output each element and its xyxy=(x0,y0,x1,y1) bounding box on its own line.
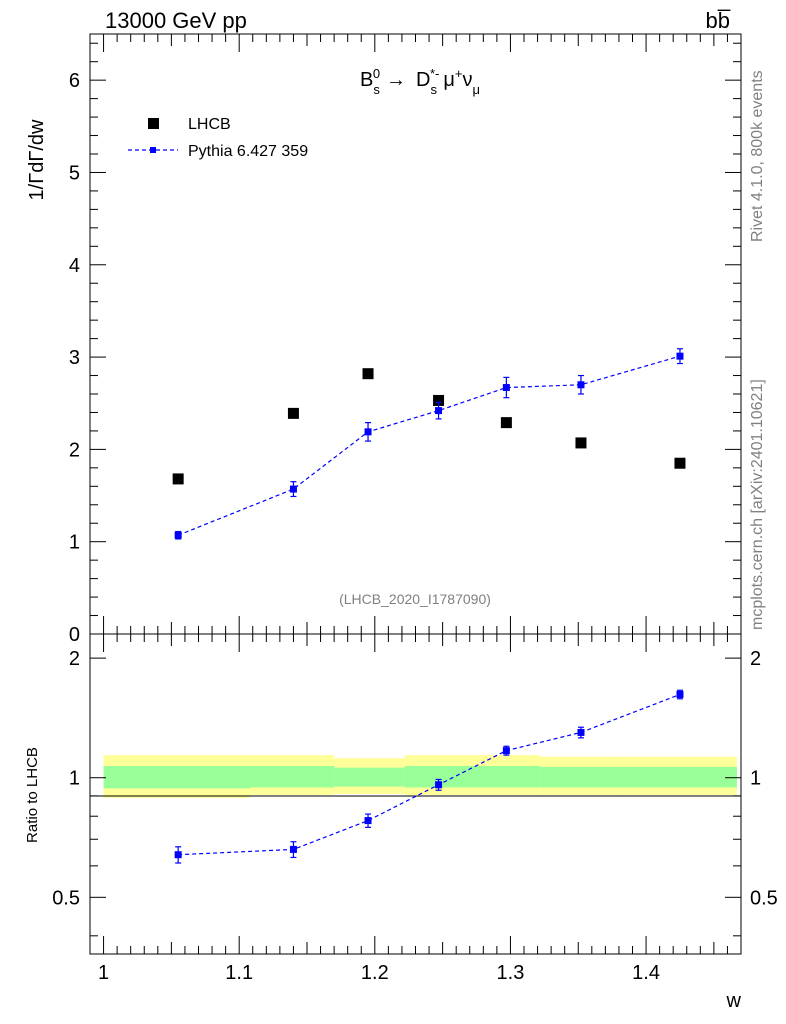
pythia-point xyxy=(577,381,585,389)
title-arrow: → xyxy=(386,69,406,91)
title-nu: ν xyxy=(463,69,473,91)
main-y-axis-label: 1/ΓdΓ/dw xyxy=(26,119,48,201)
lhcb-point xyxy=(575,437,587,449)
main-y-tick-label: 4 xyxy=(69,255,80,277)
pythia-point xyxy=(364,428,372,436)
lhcb-point xyxy=(287,407,299,419)
title-d-sup: *- xyxy=(430,66,439,81)
main-y-tick-label: 0 xyxy=(69,624,80,646)
pythia-line xyxy=(177,355,681,536)
ratio-y-axis: 0.5 0.5 1 1 2 2 xyxy=(52,648,778,937)
ratio-pythia-point xyxy=(174,851,182,859)
ratio-inner-band xyxy=(103,766,251,789)
ratio-pythia-point xyxy=(577,728,585,736)
ratio-y-tick-label-right: 0.5 xyxy=(750,887,778,909)
title-mu: μ xyxy=(443,69,455,91)
ratio-pythia-point xyxy=(502,747,510,755)
main-y-tick-label: 1 xyxy=(69,532,80,554)
ratio-pythia-point xyxy=(676,690,684,698)
lhcb-point xyxy=(172,473,184,485)
main-panel: 0 1 2 3 4 5 6 1/ΓdΓ/dw (LHCB_2020_I1787090) Bs… xyxy=(26,33,742,646)
pythia-point xyxy=(289,485,297,493)
main-y-tick-label: 2 xyxy=(69,439,80,461)
ratio-x-axis: 1 1.1 1.2 1.3 1.4 xyxy=(98,634,742,984)
main-y-tick-label: 6 xyxy=(69,70,80,92)
analysis-watermark: (LHCB_2020_I1787090) xyxy=(339,591,491,607)
ratio-y-tick-label-right: 2 xyxy=(750,648,761,670)
ratio-pythia-point xyxy=(435,781,443,789)
ratio-plot-area xyxy=(174,689,684,864)
legend: LHCB Pythia 6.427 359 xyxy=(128,116,308,160)
ratio-y-tick-label: 0.5 xyxy=(52,887,80,909)
lhcb-point xyxy=(362,368,374,380)
ratio-pythia-point xyxy=(364,817,372,825)
legend-lhcb-label: LHCB xyxy=(188,116,231,133)
main-y-axis: 0 1 2 3 4 5 6 xyxy=(69,42,741,646)
ratio-pythia-point xyxy=(289,845,297,853)
pythia-point xyxy=(502,384,510,392)
legend-pythia-label: Pythia 6.427 359 xyxy=(188,143,308,160)
title-b-sup: 0 xyxy=(373,66,380,81)
ratio-x-tick-label: 1.2 xyxy=(361,962,389,984)
pythia-point xyxy=(435,407,443,415)
ratio-x-tick-label: 1.3 xyxy=(497,962,525,984)
lhcb-point xyxy=(500,417,512,429)
title-b-sub: s xyxy=(373,82,380,97)
ratio-inner-band xyxy=(621,766,737,788)
chart-title: Bs0 → Ds*- μ+νμ xyxy=(360,66,480,97)
ratio-x-tick-label: 1 xyxy=(98,962,109,984)
rivet-label: Rivet 4.1.0, 800k events xyxy=(749,70,766,242)
ratio-x-tick-label: 1.4 xyxy=(632,962,660,984)
ratio-y-tick-label-right: 1 xyxy=(750,768,761,790)
mcplots-label: mcplots.cern.ch [arXiv:2401.10621] xyxy=(749,379,766,630)
main-y-tick-label: 3 xyxy=(69,347,80,369)
ratio-inner-band xyxy=(334,767,405,787)
ratio-x-tick-label: 1.1 xyxy=(225,962,253,984)
main-x-ticks xyxy=(103,34,742,634)
legend-lhcb-marker xyxy=(148,118,159,129)
pythia-point xyxy=(676,352,684,360)
lhcb-point xyxy=(674,457,686,469)
ratio-inner-band xyxy=(472,766,541,788)
main-y-tick-label: 5 xyxy=(69,162,80,184)
pythia-point xyxy=(174,531,182,539)
lhcb-point xyxy=(433,394,445,406)
title-d: D xyxy=(416,69,430,91)
title-b: B xyxy=(360,69,373,91)
title-d-sub: s xyxy=(431,82,438,97)
main-plot-area xyxy=(172,348,686,540)
process-label: bb̅ xyxy=(706,8,731,33)
ratio-y-axis-label: Ratio to LHCB xyxy=(24,747,41,843)
x-axis-label: w xyxy=(726,990,742,1012)
ratio-bands xyxy=(103,755,737,798)
title-mu-sup: + xyxy=(455,66,463,81)
ratio-panel: 0.5 0.5 1 1 2 2 1 1.1 1.2 1.3 1.4 Ratio to LHCB w xyxy=(24,633,778,1012)
ratio-inner-band xyxy=(404,766,473,788)
ratio-y-tick-label: 2 xyxy=(69,648,80,670)
energy-label: 13000 GeV pp xyxy=(105,8,247,33)
ratio-inner-band xyxy=(250,766,335,788)
legend-pythia-marker xyxy=(150,147,156,153)
title-nu-sub: μ xyxy=(473,82,481,97)
ratio-y-tick-label: 1 xyxy=(69,768,80,790)
ratio-inner-band xyxy=(540,766,622,788)
